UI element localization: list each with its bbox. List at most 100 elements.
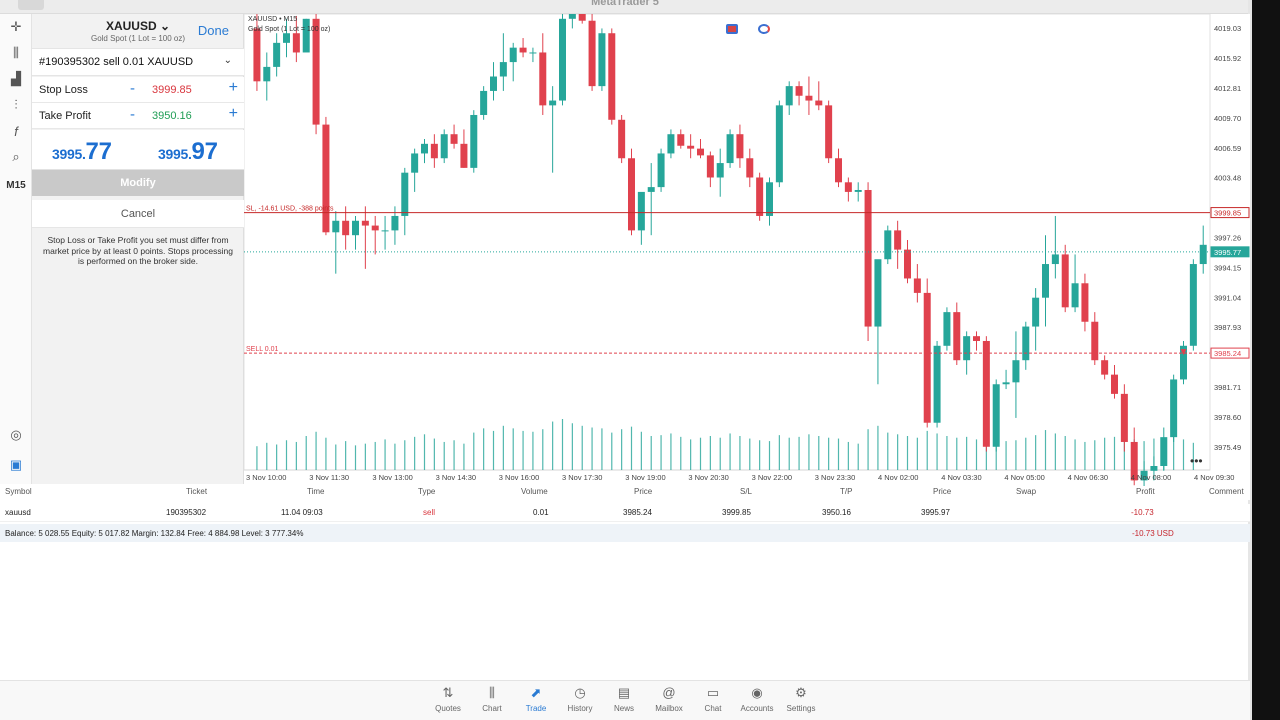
trade-icon: ⬈	[530, 685, 542, 700]
table-row[interactable]: xauusd 190395302 11.04 09:03 sell 0.01 3…	[0, 504, 1250, 522]
settings-icon: ⚙	[795, 685, 807, 700]
candle-up	[381, 230, 389, 232]
nav-history[interactable]: ◷ History	[558, 685, 602, 713]
panel-symbol[interactable]: XAUUSD ⌄	[105, 19, 171, 33]
take-profit-increase-button[interactable]: +	[228, 105, 238, 122]
done-button[interactable]: Done	[197, 23, 229, 38]
price-chart[interactable]: SL, -14.61 USD, -388 points SELL 0.01 4019…	[244, 14, 1250, 486]
candle-down	[460, 143, 468, 168]
order-modify-panel: XAUUSD ⌄ Gold Spot (1 Lot = 100 oz) Done…	[32, 14, 244, 484]
time-tick-label: 3 Nov 13:00	[372, 473, 412, 482]
candle-up	[490, 76, 497, 91]
nav-accounts[interactable]: ◉ Accounts	[735, 685, 779, 713]
candle-down	[973, 336, 980, 341]
nav-mailbox[interactable]: @ Mailbox	[647, 685, 691, 713]
nav-chat[interactable]: ▭ Chat	[691, 685, 735, 713]
stop-loss-value[interactable]: 3999.85	[152, 84, 192, 96]
history-icon: ◷	[574, 685, 586, 700]
panel-symbol-description: Gold Spot (1 Lot = 100 oz)	[90, 34, 186, 43]
price-tick-label: 3991.04	[1214, 293, 1241, 302]
plot-frame	[244, 14, 1211, 471]
cancel-button[interactable]: Cancel	[32, 200, 244, 228]
take-profit-value[interactable]: 3950.16	[152, 110, 192, 122]
candles-icon[interactable]: ⫼	[13, 45, 19, 60]
price-box	[1210, 246, 1250, 258]
more-dots-icon: •••	[1190, 454, 1203, 468]
stop-loss-label: SL, -14.61 USD, -388 points	[246, 206, 334, 213]
stop-loss-decrease-button[interactable]: -	[130, 80, 135, 97]
candle-down	[628, 158, 635, 231]
flag-icon[interactable]	[726, 24, 738, 34]
modify-button[interactable]: Modify	[32, 170, 244, 196]
candle-down	[894, 230, 902, 250]
price-tick-label: 3975.49	[1214, 443, 1241, 452]
indicators-icon[interactable]: ⫶	[14, 97, 18, 112]
candle-down	[1091, 321, 1099, 361]
col-symbol: Symbol	[5, 487, 32, 496]
nav-settings[interactable]: ⚙ Settings	[779, 685, 823, 713]
account-summary: Balance: 5 028.55 Equity: 5 017.82 Margi…	[0, 524, 1250, 542]
candle-up	[499, 62, 507, 77]
candlestick-chart[interactable]: SL, -14.61 USD, -388 points SELL 0.01 4019…	[244, 14, 1250, 486]
trade-shortcut-icon[interactable]: ▣	[9, 457, 23, 472]
candle-down	[736, 134, 744, 159]
time-tick-label: 3 Nov 20:30	[688, 473, 728, 482]
candle-down	[539, 52, 547, 106]
candle-down	[805, 95, 813, 101]
nav-trade[interactable]: ⬈ Trade	[514, 685, 558, 713]
col-swap: Swap	[1016, 487, 1037, 496]
candle-up	[726, 134, 734, 164]
candle-up	[775, 105, 783, 183]
objects-icon[interactable]: ⌕	[12, 149, 20, 164]
timeframe-button[interactable]: M15	[6, 179, 26, 191]
nav-news[interactable]: ▤ News	[602, 685, 646, 713]
candle-up	[421, 143, 428, 154]
candle-down	[1081, 283, 1089, 322]
time-tick-label: 4 Nov 02:00	[878, 473, 918, 482]
price-tick-label: 3994.15	[1214, 263, 1241, 272]
window-menu-button[interactable]	[18, 0, 44, 10]
candle-down	[835, 158, 842, 183]
candle-up	[766, 182, 773, 216]
cell-price: 3985.24	[623, 508, 652, 517]
candle-up	[1170, 379, 1178, 438]
candle-up	[401, 172, 409, 216]
candle-down	[450, 134, 458, 144]
time-tick-label: 4 Nov 05:00	[1004, 473, 1044, 482]
cell-symbol: xauusd	[5, 508, 31, 517]
time-tick-label: 3 Nov 17:30	[562, 473, 602, 482]
candle-down	[253, 28, 261, 82]
candle-down	[687, 145, 695, 149]
candle-up	[1180, 345, 1187, 380]
nav-chart[interactable]: ⫼ Chart	[470, 685, 514, 713]
candle-up	[874, 259, 882, 327]
col-profit: Profit	[1136, 487, 1155, 496]
candle-down	[1120, 393, 1128, 442]
crosshair-icon[interactable]: ✛	[10, 19, 22, 34]
ask-price: 3995.97	[158, 138, 218, 165]
time-tick-label: 3 Nov 11:30	[309, 473, 349, 482]
col-type: Type	[418, 487, 436, 496]
candle-up	[1042, 264, 1049, 298]
stop-loss-increase-button[interactable]: +	[228, 79, 238, 96]
bar-chart-icon[interactable]: ▟	[11, 71, 21, 86]
candle-up	[943, 312, 951, 346]
cell-profit: -10.73	[1131, 508, 1154, 517]
function-icon[interactable]: f	[14, 123, 18, 139]
candle-up	[352, 220, 359, 236]
window-title: MetaTrader 5	[591, 0, 659, 8]
candle-down	[815, 100, 823, 106]
cell-sl: 3999.85	[722, 508, 751, 517]
zoom-icon[interactable]: ◎	[10, 427, 22, 442]
mailbox-icon: @	[662, 685, 676, 700]
one-click-trading-icon[interactable]	[758, 24, 770, 34]
screen-edge	[1248, 0, 1280, 720]
nav-quotes[interactable]: ⇅ Quotes	[426, 685, 470, 713]
candle-down	[342, 220, 350, 236]
take-profit-decrease-button[interactable]: -	[130, 106, 135, 123]
order-selector[interactable]: #190395302 sell 0.01 XAUUSD ⌄	[32, 48, 244, 76]
candle-up	[549, 100, 557, 106]
bottom-navigation: ⇅ Quotes ⫼ Chart ⬈ Trade ◷ History ▤ News @ Ma…	[0, 680, 1250, 720]
candle-up	[1140, 470, 1148, 481]
candle-down	[618, 119, 626, 159]
